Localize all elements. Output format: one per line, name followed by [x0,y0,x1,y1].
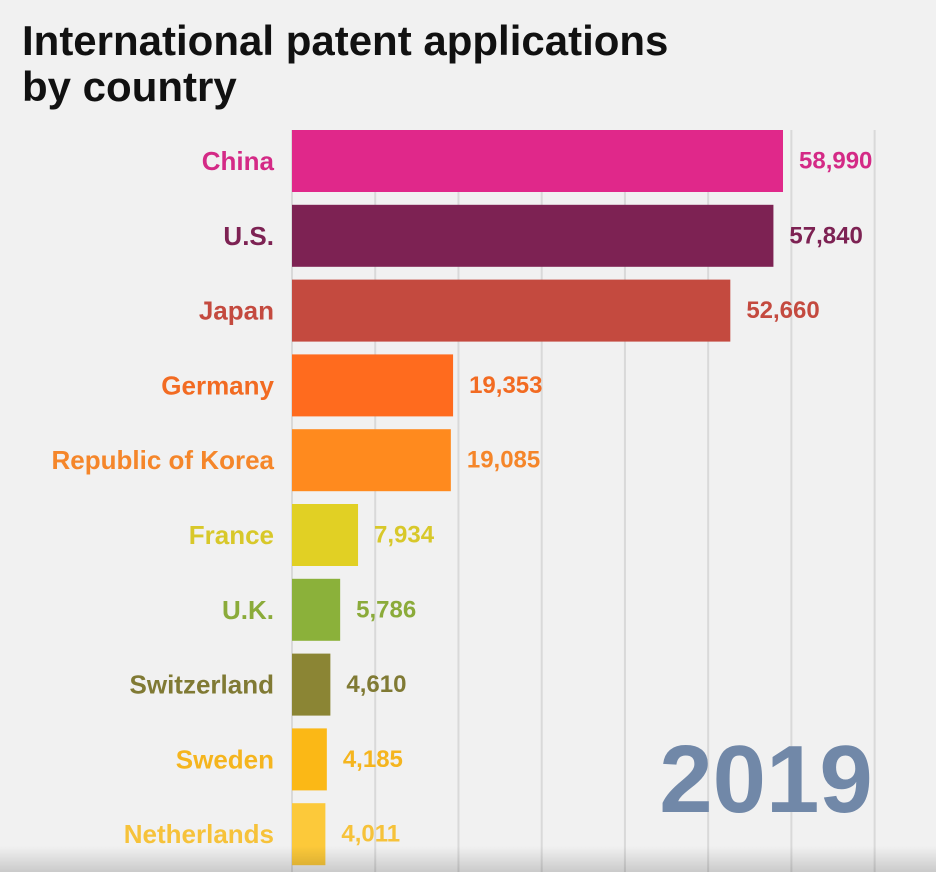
category-label: U.S. [223,221,274,251]
bar [292,653,331,716]
category-label: U.K. [222,595,274,625]
value-label: 4,185 [343,746,403,773]
category-label: Switzerland [130,670,274,700]
year-label: 2019 [659,726,873,833]
value-label: 19,353 [469,372,542,399]
value-label: 19,085 [467,447,540,474]
category-label: Germany [161,370,274,400]
bar [292,578,341,641]
bar [292,204,774,267]
category-label: Republic of Korea [52,445,275,475]
bar [292,354,454,417]
bar [292,279,731,342]
value-label: 5,786 [356,596,416,623]
category-label: Japan [199,296,274,326]
bar [292,130,783,192]
value-label: 52,660 [746,297,819,324]
value-label: 4,610 [346,671,406,698]
value-label: 7,934 [374,522,435,549]
bar [292,728,327,791]
value-label: 4,011 [341,821,400,848]
value-label: 58,990 [799,148,872,175]
category-label: France [189,520,274,550]
bar [292,429,451,492]
category-label: Sweden [176,744,274,774]
chart-title-line-1: International patent applications [22,17,669,64]
chart-title-line-2: by country [22,63,237,110]
category-label: Netherlands [124,819,274,849]
category-label: China [202,146,275,176]
chart-title: International patent applications by cou… [22,18,668,110]
bar [292,504,359,566]
value-label: 57,840 [789,222,862,249]
bar [292,803,326,866]
bars: China 58,990 U.S. 57,840 Japan 52,660 Germany 1… [52,130,872,866]
